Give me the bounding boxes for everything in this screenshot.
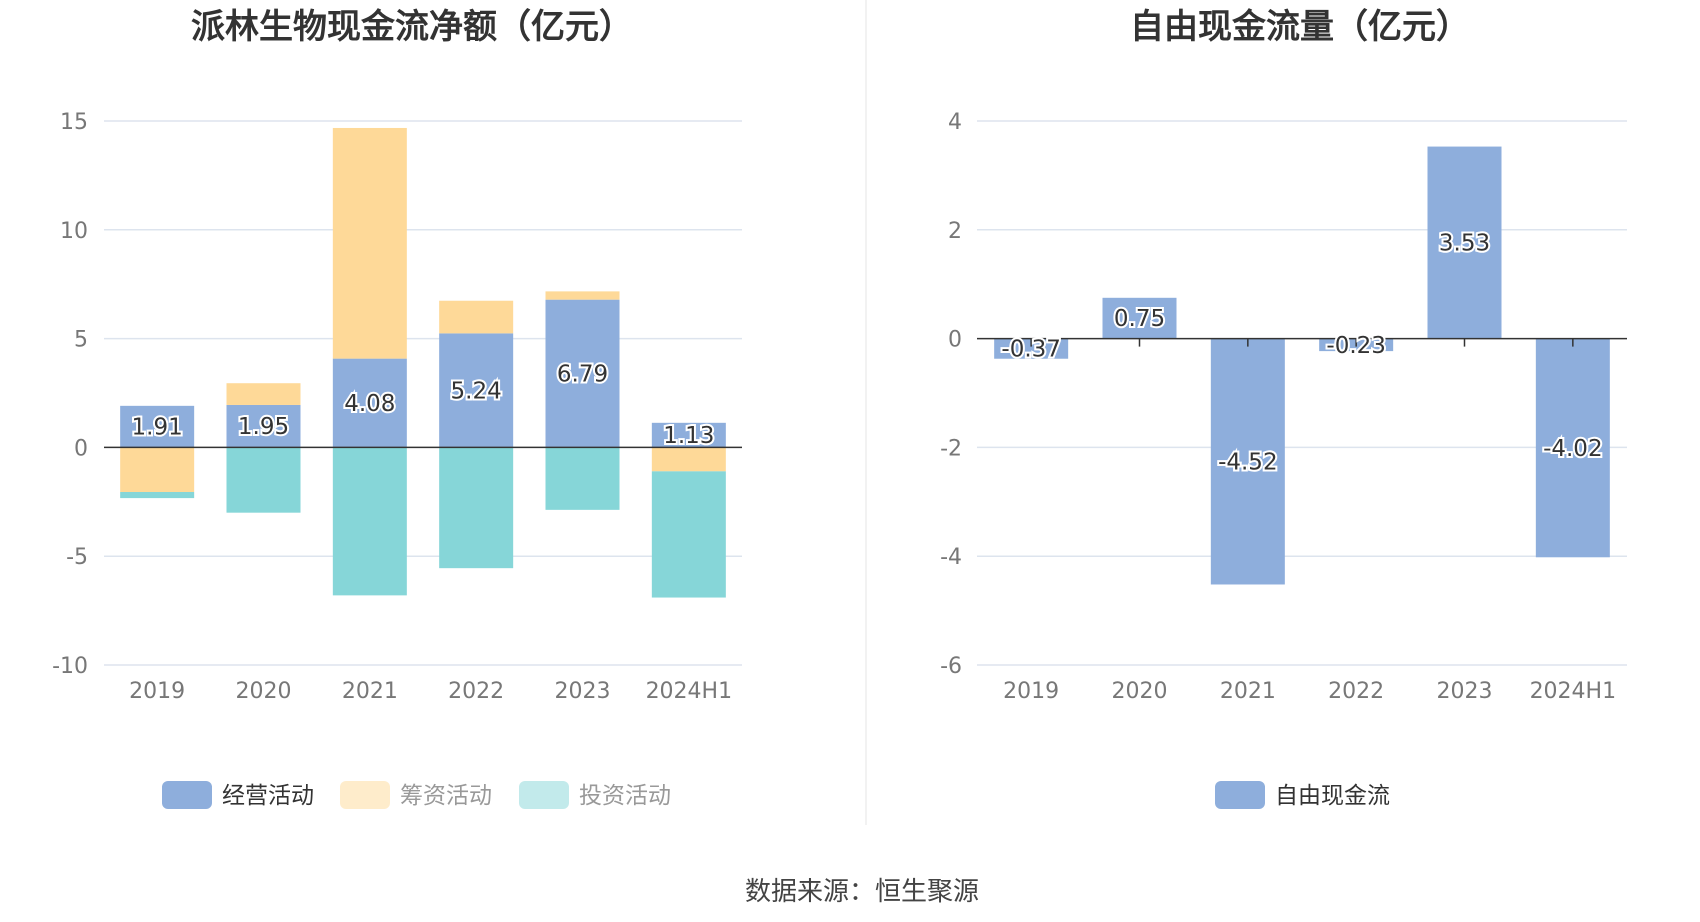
x-tick-label: 2022 bbox=[448, 679, 504, 704]
legend-label: 自由现金流 bbox=[1275, 783, 1390, 809]
bar-投资活动-2020[interactable] bbox=[226, 447, 301, 513]
bar-自由现金流-2023[interactable] bbox=[1427, 146, 1502, 339]
y-tick-label: 5 bbox=[74, 328, 88, 353]
bar-经营活动-2022[interactable] bbox=[439, 333, 514, 448]
bar-筹资活动-2023[interactable] bbox=[545, 291, 620, 300]
y-tick-label: -4 bbox=[940, 545, 962, 570]
bar-经营活动-2021[interactable] bbox=[332, 358, 407, 448]
data-source: 数据来源：恒生聚源 bbox=[745, 877, 979, 907]
bar-投资活动-2021[interactable] bbox=[332, 447, 407, 596]
x-tick-label: 2022 bbox=[1328, 679, 1384, 704]
bar-投资活动-2022[interactable] bbox=[439, 447, 514, 569]
data-label: -0.37 bbox=[1001, 337, 1061, 363]
cash-flow-net-chart: 派林生物现金流净额（亿元） 15 10 5 0 -5 -10 2019 2020 2021 2022… bbox=[52, 7, 742, 809]
bar-筹资活动-2020[interactable] bbox=[226, 383, 301, 405]
y-tick-label: 4 bbox=[948, 110, 962, 135]
x-tick-label: 2021 bbox=[1220, 679, 1276, 704]
legend-item-筹资活动[interactable]: 筹资活动 bbox=[340, 781, 492, 809]
x-tick-label: 2020 bbox=[1112, 679, 1168, 704]
data-label: -0.23 bbox=[1326, 333, 1386, 359]
bar-筹资活动-2024H1[interactable] bbox=[651, 447, 726, 472]
y-tick-label: -10 bbox=[52, 654, 88, 679]
x-tick-label: 2020 bbox=[236, 679, 292, 704]
free-cash-flow-chart: 自由现金流量（亿元） 4 2 0 -2 -4 -6 2019 2020 2021 2022 2023 2… bbox=[940, 7, 1627, 809]
bar-自由现金流-2020[interactable] bbox=[1102, 297, 1177, 339]
bar-经营活动-2019[interactable] bbox=[120, 405, 195, 448]
y-tick-label: -6 bbox=[940, 654, 962, 679]
data-label: 4.08 bbox=[344, 391, 395, 417]
data-label: -4.02 bbox=[1543, 436, 1603, 462]
bar-自由现金流-2021[interactable] bbox=[1210, 338, 1285, 585]
data-label: 3.53 bbox=[1439, 231, 1490, 257]
x-tick-label: 2021 bbox=[342, 679, 398, 704]
data-label: 1.13 bbox=[663, 423, 714, 449]
bar-投资活动-2019[interactable] bbox=[120, 492, 195, 499]
data-label: 0.75 bbox=[1114, 306, 1165, 332]
data-label: 5.24 bbox=[451, 378, 502, 404]
data-label: -4.52 bbox=[1218, 450, 1278, 476]
bar-自由现金流-2024H1[interactable] bbox=[1535, 338, 1610, 558]
data-label: 1.91 bbox=[132, 415, 183, 441]
legend-swatch bbox=[1215, 781, 1265, 809]
legend-item-投资活动[interactable]: 投资活动 bbox=[519, 781, 671, 809]
bar-经营活动-2024H1[interactable] bbox=[651, 422, 726, 448]
x-tick-label: 2023 bbox=[1437, 679, 1493, 704]
legend-item-经营活动[interactable]: 经营活动 bbox=[162, 781, 314, 809]
legend-label: 经营活动 bbox=[222, 783, 314, 809]
bar-自由现金流-2019[interactable] bbox=[994, 338, 1069, 359]
y-tick-label: -5 bbox=[66, 545, 88, 570]
y-tick-label: 10 bbox=[60, 219, 88, 244]
y-tick-label: 0 bbox=[74, 436, 88, 461]
legend-label: 筹资活动 bbox=[400, 783, 492, 809]
y-tick-label: -2 bbox=[940, 436, 962, 461]
x-tick-label: 2019 bbox=[129, 679, 185, 704]
legend-item-自由现金流[interactable]: 自由现金流 bbox=[1215, 781, 1390, 809]
bar-投资活动-2023[interactable] bbox=[545, 447, 620, 510]
bar-投资活动-2024H1[interactable] bbox=[651, 471, 726, 598]
bar-经营活动-2020[interactable] bbox=[226, 404, 301, 448]
legend-swatch bbox=[340, 781, 390, 809]
y-tick-label: 0 bbox=[948, 328, 962, 353]
x-tick-label: 2024H1 bbox=[1530, 679, 1617, 704]
bar-筹资活动-2021[interactable] bbox=[332, 127, 407, 359]
data-label: 6.79 bbox=[557, 362, 608, 388]
bar-经营活动-2023[interactable] bbox=[545, 299, 620, 448]
y-tick-label: 2 bbox=[948, 219, 962, 244]
legend-swatch bbox=[162, 781, 212, 809]
data-label: 1.95 bbox=[238, 414, 289, 440]
x-tick-label: 2023 bbox=[555, 679, 611, 704]
legend-label: 投资活动 bbox=[579, 783, 671, 809]
bar-筹资活动-2022[interactable] bbox=[439, 300, 514, 334]
chart-title: 自由现金流量（亿元） bbox=[1130, 7, 1470, 47]
bar-筹资活动-2019[interactable] bbox=[120, 447, 195, 493]
legend-swatch bbox=[519, 781, 569, 809]
y-tick-label: 15 bbox=[60, 110, 88, 135]
x-tick-label: 2024H1 bbox=[646, 679, 733, 704]
x-tick-label: 2019 bbox=[1003, 679, 1059, 704]
chart-title: 派林生物现金流净额（亿元） bbox=[191, 7, 633, 47]
